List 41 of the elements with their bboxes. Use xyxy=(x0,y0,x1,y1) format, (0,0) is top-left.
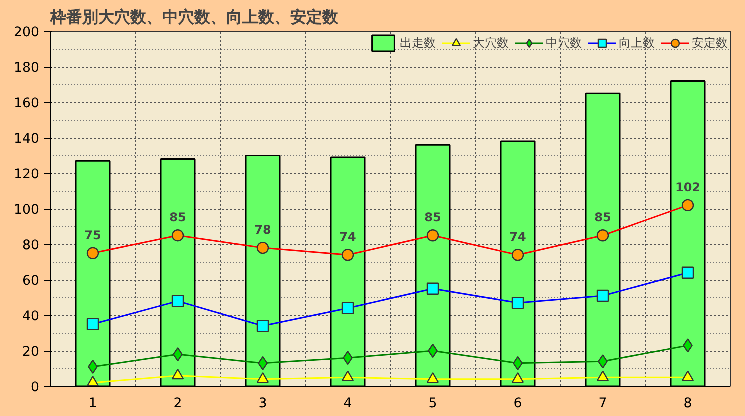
point xyxy=(256,372,270,384)
y-tick-label: 140 xyxy=(14,132,40,147)
data-label: 85 xyxy=(594,210,612,225)
x-tick-label: 4 xyxy=(344,396,352,412)
y-tick-label: 100 xyxy=(14,203,40,218)
data-label: 85 xyxy=(424,210,442,225)
y-tick-label: 40 xyxy=(22,310,40,324)
y-tick-label: 200 xyxy=(14,26,40,40)
chart-title: 枠番別大穴数、中穴数、向上数、安定数 xyxy=(50,8,340,26)
point xyxy=(682,370,694,382)
point xyxy=(426,372,440,384)
y-tick-label: 0 xyxy=(31,380,40,396)
point xyxy=(342,370,354,382)
x-tick-label: 2 xyxy=(174,396,182,412)
legend-label: 大穴数 xyxy=(473,34,509,52)
point xyxy=(86,376,100,386)
data-label: 74 xyxy=(510,230,526,244)
legend-label: 安定数 xyxy=(692,34,728,52)
x-tick-label: 8 xyxy=(684,396,692,412)
data-label: 75 xyxy=(84,228,102,242)
data-label: 74 xyxy=(340,230,356,244)
point xyxy=(172,368,184,380)
y-tick-label: 20 xyxy=(22,345,40,360)
data-label: 102 xyxy=(675,180,701,194)
point xyxy=(596,370,610,382)
x-tick-label: 5 xyxy=(428,396,438,412)
y-tick-label: 60 xyxy=(22,274,40,289)
legend-label: 出走数 xyxy=(400,34,436,52)
y-tick-label: 120 xyxy=(14,168,40,182)
x-tick-label: 3 xyxy=(258,396,268,412)
legend-label: 向上数 xyxy=(619,34,655,52)
data-label: 85 xyxy=(170,210,186,225)
x-tick-label: 1 xyxy=(88,396,98,412)
y-tick-label: 160 xyxy=(14,96,40,112)
x-tick-label: 7 xyxy=(598,396,608,412)
y-tick-label: 80 xyxy=(22,238,40,254)
y-tick-label: 180 xyxy=(14,61,40,76)
legend-label: 中穴数 xyxy=(546,34,582,52)
point xyxy=(512,372,524,384)
data-label: 78 xyxy=(254,223,272,238)
x-tick-label: 6 xyxy=(514,396,522,412)
